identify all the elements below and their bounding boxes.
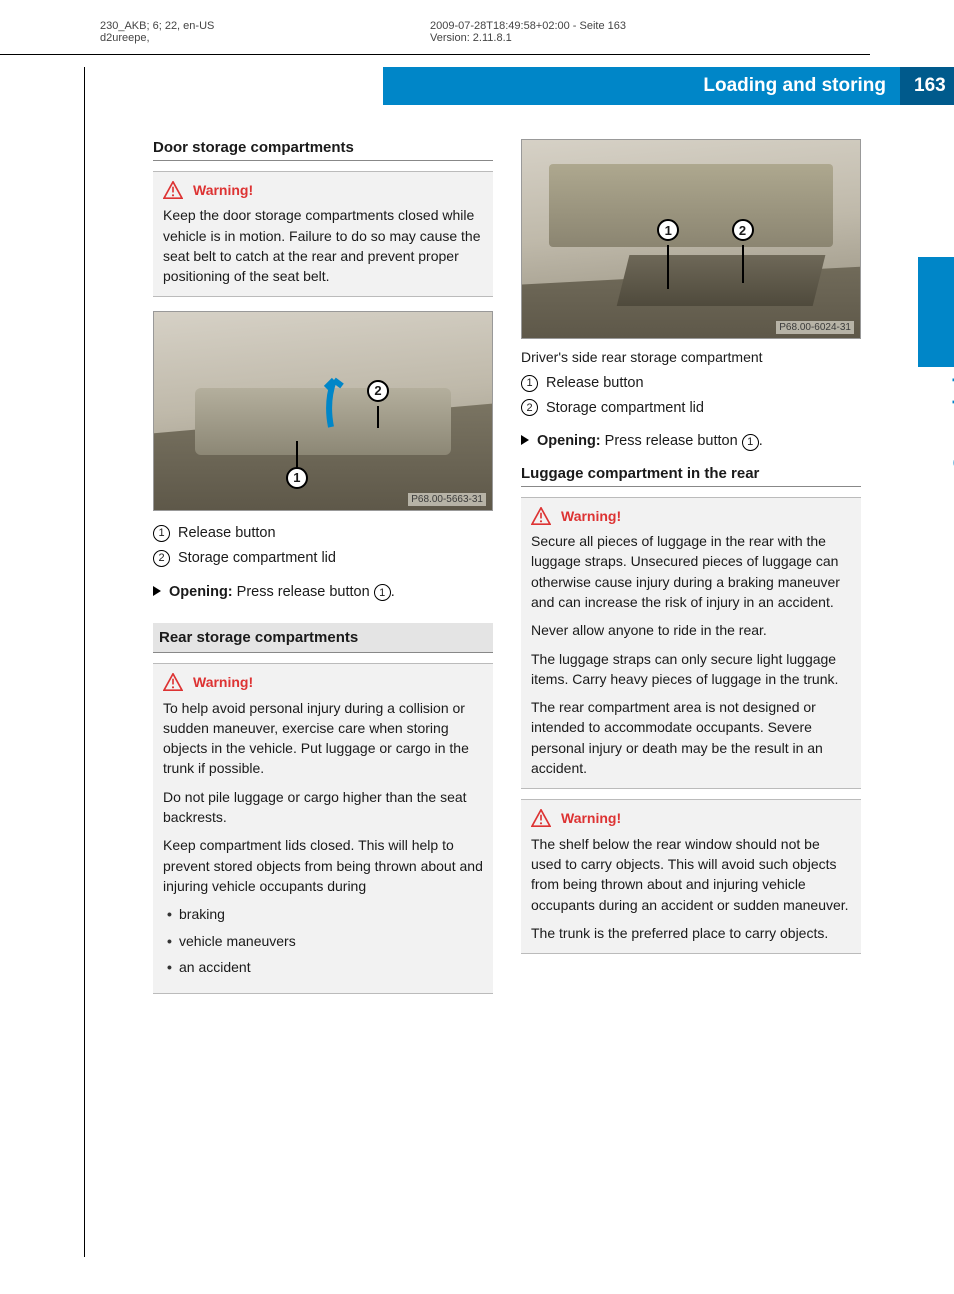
warning-title: Warning! — [561, 808, 621, 828]
column-left: Door storage compartments Warning! Keep … — [153, 139, 493, 1008]
page-body: Loading and storing 163 Controls in deta… — [84, 67, 954, 1257]
warning-icon — [163, 673, 183, 691]
heading-door-storage: Door storage compartments — [153, 139, 493, 161]
side-tab — [918, 257, 954, 367]
legend-door: 1Release button 2Storage compartment lid — [153, 521, 493, 570]
legend-rear: 1Release button 2Storage compartment lid — [521, 371, 861, 420]
warning-icon — [531, 507, 551, 525]
warning-luggage: Warning! Secure all pieces of luggage in… — [521, 497, 861, 790]
warning-rear-storage: Warning! To help avoid personal injury d… — [153, 663, 493, 994]
step-opening-door: Opening: Press release button 1. — [153, 583, 493, 602]
callout-2: 2 — [367, 380, 389, 402]
doc-author: d2ureepe, — [100, 32, 410, 44]
ref-2: 2 — [521, 399, 538, 416]
warning-title: Warning! — [561, 506, 621, 526]
arrow-icon — [316, 372, 346, 432]
ref-1: 1 — [521, 375, 538, 392]
figure-id: P68.00-6024-31 — [776, 321, 854, 334]
warning-text: Keep the door storage compartments close… — [163, 205, 483, 286]
callout-1: 1 — [286, 467, 308, 489]
top-rule — [0, 54, 870, 55]
warning-door-storage: Warning! Keep the door storage compartme… — [153, 171, 493, 297]
warning-title: Warning! — [193, 180, 253, 200]
triangle-icon — [521, 435, 529, 445]
doc-version: Version: 2.11.8.1 — [430, 32, 626, 44]
page-number: 163 — [900, 67, 954, 105]
figure-rear-compartment: 1 2 P68.00-6024-31 — [521, 139, 861, 339]
doc-id: 230_AKB; 6; 22, en-US — [100, 20, 410, 32]
figure-id: P68.00-5663-31 — [408, 493, 486, 506]
heading-luggage-rear: Luggage compartment in the rear — [521, 465, 861, 487]
triangle-icon — [153, 586, 161, 596]
warning-icon — [531, 809, 551, 827]
step-opening-rear: Opening: Press release button 1. — [521, 432, 861, 451]
figure-caption: Driver's side rear storage compartment — [521, 349, 861, 365]
warning-shelf: Warning! The shelf below the rear window… — [521, 799, 861, 954]
figure-door-compartment: 1 2 P68.00-5663-31 — [153, 311, 493, 511]
callout-2: 2 — [732, 219, 754, 241]
side-label: Controls in detail — [950, 307, 954, 470]
ref-2: 2 — [153, 550, 170, 567]
doc-timestamp: 2009-07-28T18:49:58+02:00 - Seite 163 — [430, 20, 626, 32]
warning-title: Warning! — [193, 672, 253, 692]
print-metadata: 230_AKB; 6; 22, en-US d2ureepe, 2009-07-… — [0, 0, 954, 54]
column-right: 1 2 P68.00-6024-31 Driver's side rear st… — [521, 139, 861, 1008]
ref-1: 1 — [153, 525, 170, 542]
section-title: Loading and storing — [383, 67, 900, 105]
heading-rear-storage: Rear storage compartments — [153, 623, 493, 653]
warning-icon — [163, 181, 183, 199]
header-bar: Loading and storing 163 — [85, 67, 954, 105]
